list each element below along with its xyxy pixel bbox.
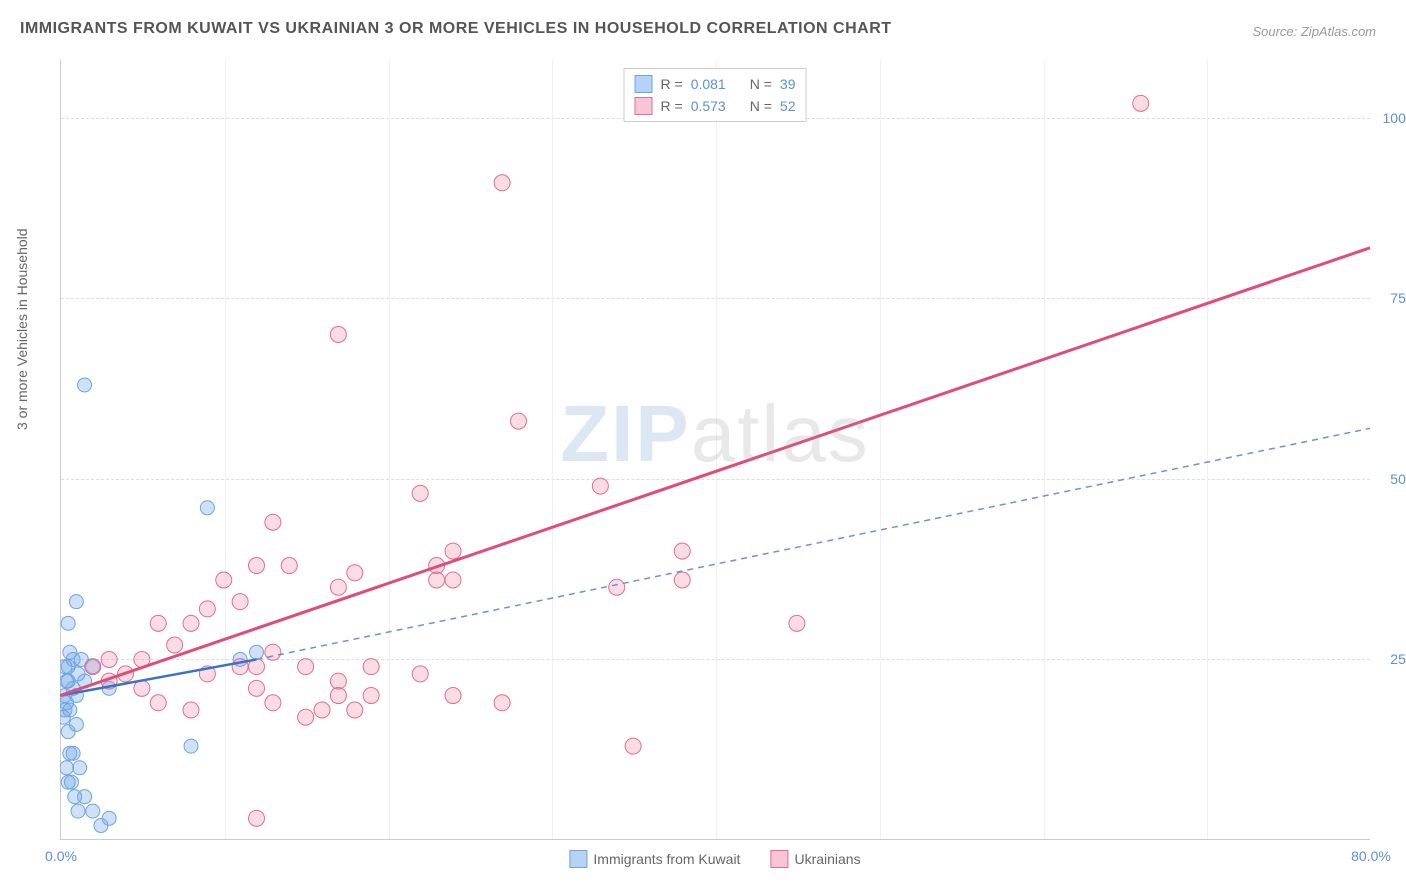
data-point: [68, 790, 82, 804]
data-point: [69, 595, 83, 609]
data-point: [63, 703, 77, 717]
regression-line: [60, 248, 1370, 696]
data-point: [412, 666, 428, 682]
x-tick-label: 80.0%: [1351, 848, 1391, 864]
data-point: [61, 660, 75, 674]
data-point: [429, 572, 445, 588]
data-point: [60, 761, 74, 775]
data-point: [150, 695, 166, 711]
data-point: [298, 659, 314, 675]
data-point: [249, 558, 265, 574]
data-point: [330, 326, 346, 342]
data-point: [73, 761, 87, 775]
data-point: [63, 746, 77, 760]
x-tick-label: 0.0%: [45, 848, 77, 864]
data-point: [71, 804, 85, 818]
y-tick-label: 25.0%: [1375, 651, 1406, 667]
data-point: [232, 594, 248, 610]
legend-n-label: N =: [750, 76, 772, 92]
data-point: [61, 616, 75, 630]
data-point: [314, 702, 330, 718]
data-point: [167, 637, 183, 653]
data-point: [347, 565, 363, 581]
data-point: [265, 644, 281, 660]
legend-label: Immigrants from Kuwait: [593, 851, 740, 867]
data-point: [69, 717, 83, 731]
legend-swatch: [569, 850, 587, 868]
data-point: [199, 601, 215, 617]
data-point: [298, 709, 314, 725]
data-point: [183, 615, 199, 631]
data-point: [249, 680, 265, 696]
data-point: [1133, 95, 1149, 111]
correlation-legend: R = 0.081 N = 39 R = 0.573 N = 52: [624, 68, 807, 122]
data-point: [494, 175, 510, 191]
chart-title: IMMIGRANTS FROM KUWAIT VS UKRAINIAN 3 OR…: [20, 20, 892, 38]
data-point: [363, 659, 379, 675]
data-point: [592, 478, 608, 494]
data-point: [674, 543, 690, 559]
regression-line-dashed: [257, 428, 1371, 659]
data-point: [445, 572, 461, 588]
data-point: [183, 702, 199, 718]
y-axis-label: 3 or more Vehicles in Household: [14, 228, 30, 430]
legend-swatch: [635, 97, 653, 115]
data-point: [250, 645, 264, 659]
data-point: [150, 615, 166, 631]
data-point: [101, 651, 117, 667]
legend-n-value: 39: [780, 76, 796, 92]
data-point: [85, 659, 101, 675]
legend-item: Immigrants from Kuwait: [569, 850, 740, 868]
data-point: [330, 688, 346, 704]
legend-row: R = 0.573 N = 52: [635, 95, 796, 117]
data-point: [494, 695, 510, 711]
data-point: [265, 695, 281, 711]
data-point: [625, 738, 641, 754]
y-tick-label: 100.0%: [1375, 110, 1406, 126]
data-point: [445, 688, 461, 704]
data-point: [64, 775, 78, 789]
legend-label: Ukrainians: [794, 851, 860, 867]
data-point: [281, 558, 297, 574]
data-point: [363, 688, 379, 704]
data-point: [412, 485, 428, 501]
legend-r-value: 0.081: [691, 76, 726, 92]
data-point: [789, 615, 805, 631]
data-point: [216, 572, 232, 588]
data-point: [330, 579, 346, 595]
source-label: Source: ZipAtlas.com: [1252, 24, 1376, 39]
legend-swatch: [770, 850, 788, 868]
legend-n-value: 52: [780, 98, 796, 114]
scatter-plot-svg: [60, 60, 1370, 840]
series-legend: Immigrants from Kuwait Ukrainians: [559, 850, 870, 868]
legend-item: Ukrainians: [770, 850, 860, 868]
data-point: [184, 739, 198, 753]
legend-swatch: [635, 75, 653, 93]
legend-row: R = 0.081 N = 39: [635, 73, 796, 95]
y-tick-label: 50.0%: [1375, 471, 1406, 487]
legend-n-label: N =: [750, 98, 772, 114]
legend-r-label: R =: [661, 76, 683, 92]
data-point: [78, 378, 92, 392]
data-point: [609, 579, 625, 595]
data-point: [511, 413, 527, 429]
data-point: [102, 811, 116, 825]
data-point: [330, 673, 346, 689]
data-point: [60, 674, 74, 688]
data-point: [86, 804, 100, 818]
data-point: [265, 514, 281, 530]
y-tick-label: 75.0%: [1375, 290, 1406, 306]
legend-r-label: R =: [661, 98, 683, 114]
chart-area: 25.0%50.0%75.0%100.0%0.0%80.0% ZIPatlas …: [60, 60, 1370, 840]
data-point: [200, 501, 214, 515]
data-point: [674, 572, 690, 588]
data-point: [249, 810, 265, 826]
legend-r-value: 0.573: [691, 98, 726, 114]
data-point: [347, 702, 363, 718]
data-point: [445, 543, 461, 559]
